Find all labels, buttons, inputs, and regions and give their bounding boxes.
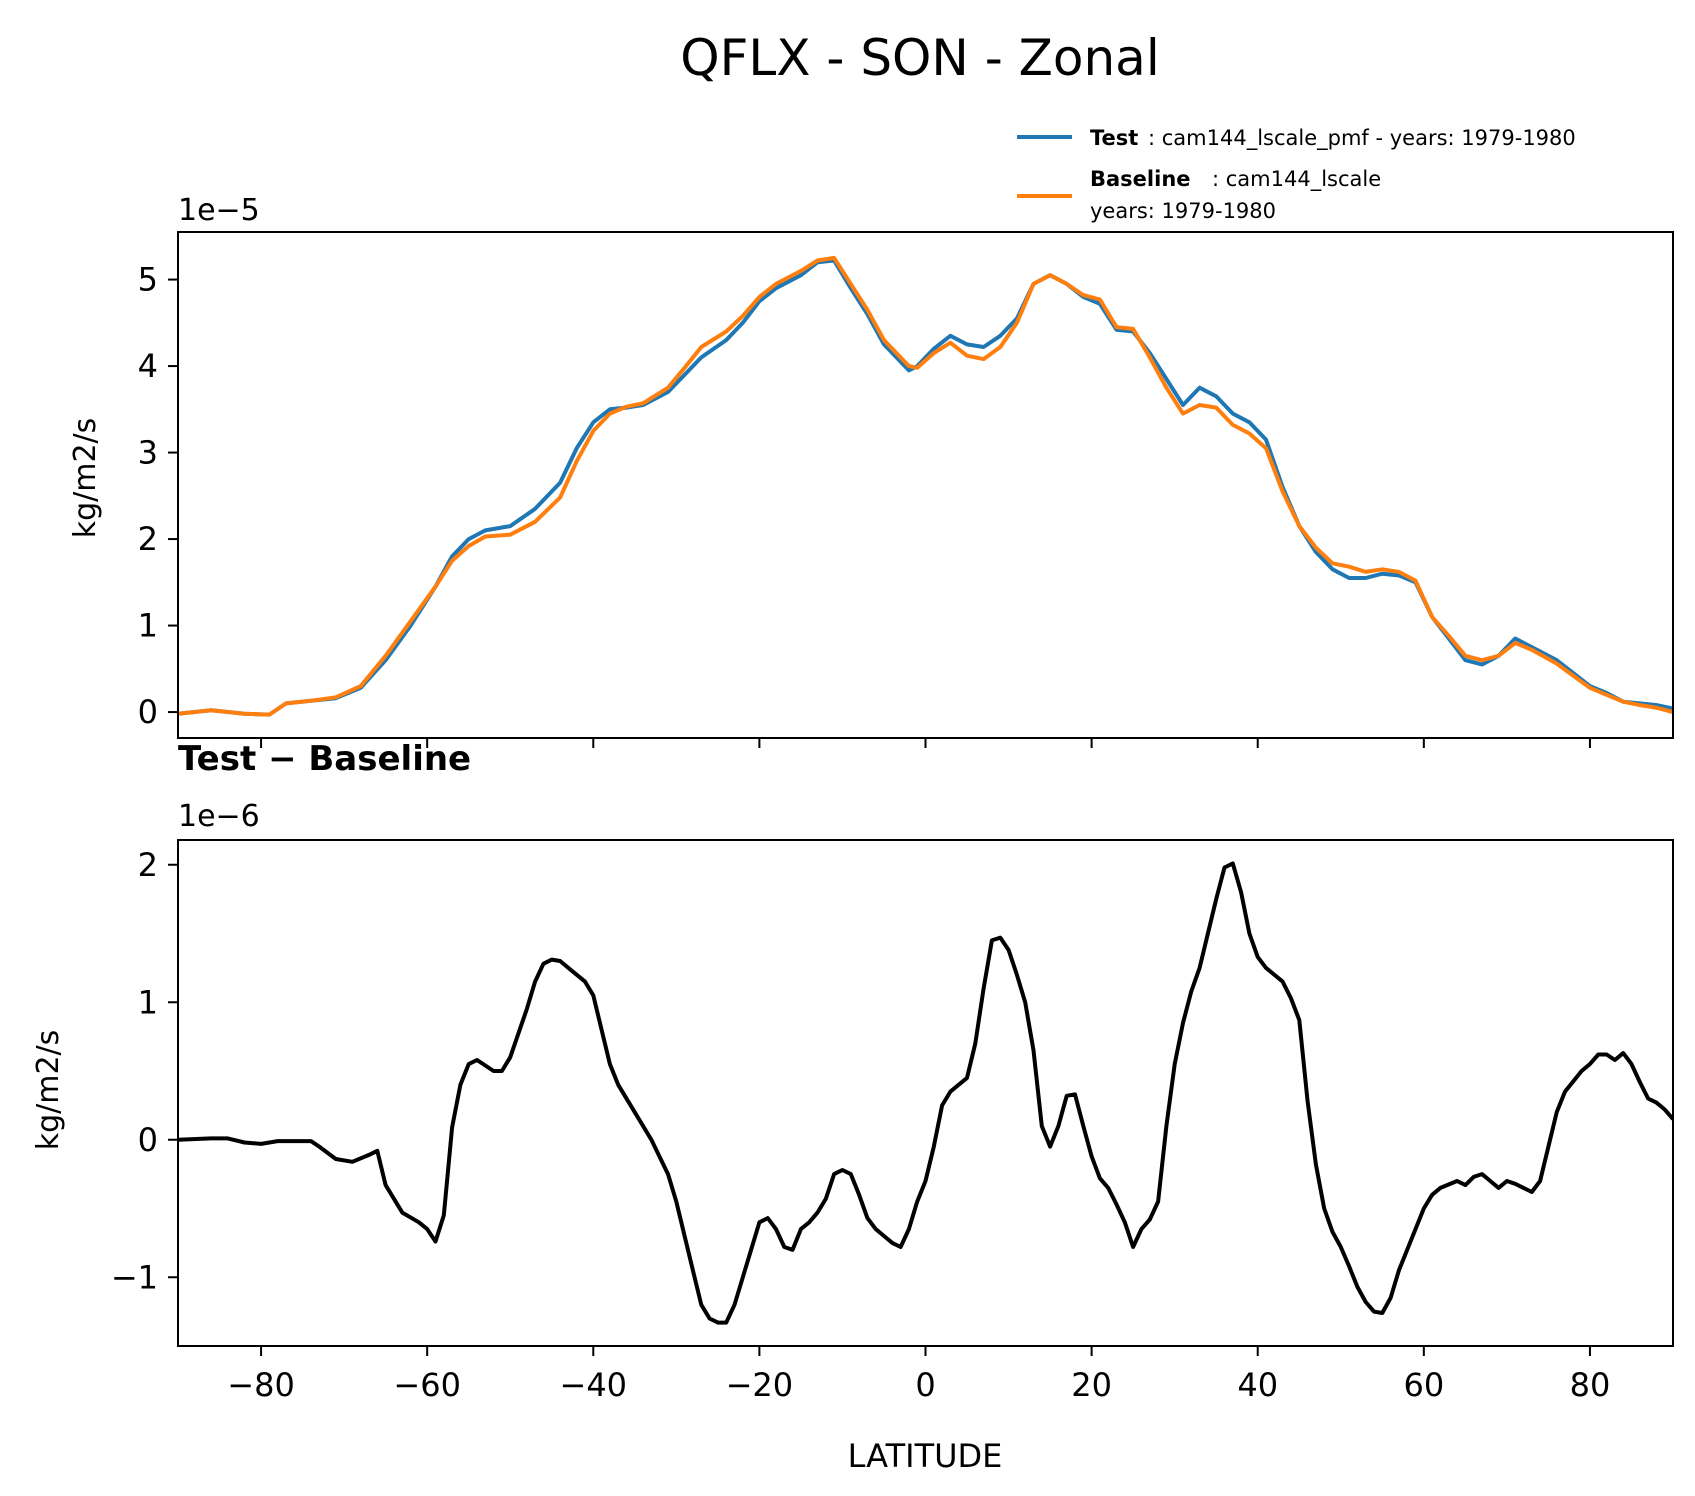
top-y-tick-label: 2 bbox=[138, 520, 158, 558]
bottom-x-tick-label: −40 bbox=[560, 1366, 628, 1404]
series-line-baseline bbox=[178, 255, 1673, 717]
bottom-x-tick-label: 0 bbox=[915, 1366, 935, 1404]
legend-baseline-desc-1: : cam144_lscale bbox=[1212, 167, 1381, 192]
bottom-x-tick-label: 80 bbox=[1570, 1366, 1611, 1404]
legend-test-label: Test bbox=[1090, 126, 1138, 150]
legend: Test : cam144_lscale_pmf - years: 1979-1… bbox=[1017, 126, 1576, 223]
bottom-series bbox=[178, 861, 1673, 1325]
x-axis-label: LATITUDE bbox=[848, 1437, 1003, 1475]
bottom-x-tick-label: 60 bbox=[1403, 1366, 1444, 1404]
bottom-x-tick-label: −20 bbox=[726, 1366, 794, 1404]
bottom-y-axis-label: kg/m2/s bbox=[31, 1030, 66, 1151]
series-line-test bbox=[178, 258, 1673, 717]
bottom-plot-frame bbox=[177, 839, 1674, 1347]
top-ticks: 0 1 2 3 4 5 bbox=[138, 261, 1591, 748]
top-scale-label: 1e−5 bbox=[178, 193, 260, 228]
top-y-tick-label: 1 bbox=[138, 607, 158, 645]
legend-baseline-desc-2: years: 1979-1980 bbox=[1090, 199, 1276, 223]
bottom-ticks: −1 0 1 2 −80 −60 −40 −20 0 20 40 60 80 bbox=[111, 846, 1610, 1404]
bottom-y-tick-label: 0 bbox=[138, 1121, 158, 1159]
legend-baseline-label: Baseline bbox=[1090, 167, 1191, 191]
top-y-axis-label: kg/m2/s bbox=[68, 418, 103, 539]
bottom-x-tick-label: −60 bbox=[393, 1366, 461, 1404]
bottom-x-tick-label: 40 bbox=[1237, 1366, 1278, 1404]
bottom-y-tick-label: 1 bbox=[138, 983, 158, 1021]
top-series bbox=[178, 255, 1673, 717]
bottom-scale-label: 1e−6 bbox=[178, 799, 260, 834]
bottom-y-tick-label: −1 bbox=[111, 1258, 158, 1296]
bottom-x-tick-label: 20 bbox=[1071, 1366, 1112, 1404]
top-y-tick-label: 0 bbox=[138, 693, 158, 731]
top-y-tick-label: 3 bbox=[138, 434, 158, 472]
top-y-tick-label: 4 bbox=[138, 347, 158, 385]
bottom-x-tick-label: −80 bbox=[227, 1366, 295, 1404]
series-line-test-baseline bbox=[178, 861, 1673, 1325]
top-plot-frame bbox=[177, 231, 1674, 739]
bottom-y-tick-label: 2 bbox=[138, 846, 158, 884]
top-panel: 1e−5 kg/m2/s 0 1 2 3 4 5 bbox=[68, 193, 1674, 748]
bottom-panel: Test − Baseline 1e−6 kg/m2/s LATITUDE −1… bbox=[31, 739, 1674, 1475]
bottom-panel-title: Test − Baseline bbox=[178, 739, 471, 779]
legend-test-desc: : cam144_lscale_pmf - years: 1979-1980 bbox=[1148, 126, 1576, 151]
top-y-tick-label: 5 bbox=[138, 261, 158, 299]
figure-title: QFLX - SON - Zonal bbox=[680, 29, 1159, 87]
